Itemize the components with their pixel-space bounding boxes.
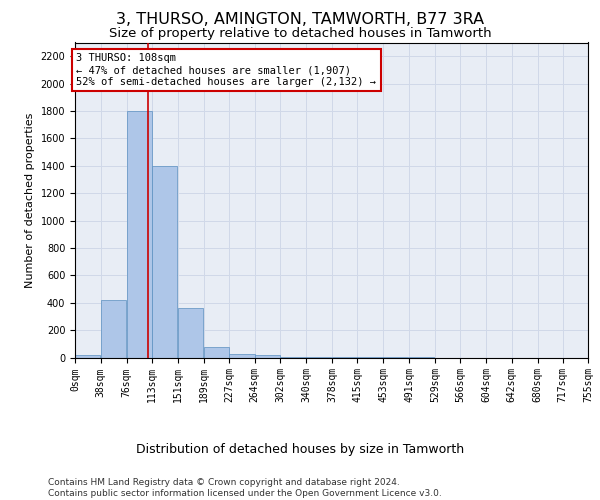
Bar <box>127 111 152 358</box>
Bar <box>307 357 331 358</box>
Bar <box>178 308 203 358</box>
Text: 3 THURSO: 108sqm
← 47% of detached houses are smaller (1,907)
52% of semi-detach: 3 THURSO: 108sqm ← 47% of detached house… <box>76 54 376 86</box>
Text: Distribution of detached houses by size in Tamworth: Distribution of detached houses by size … <box>136 442 464 456</box>
Bar <box>101 300 126 358</box>
Text: Size of property relative to detached houses in Tamworth: Size of property relative to detached ho… <box>109 28 491 40</box>
Bar <box>280 357 305 358</box>
Bar <box>152 166 177 358</box>
Bar <box>203 347 229 358</box>
Bar <box>229 354 254 358</box>
Text: 3, THURSO, AMINGTON, TAMWORTH, B77 3RA: 3, THURSO, AMINGTON, TAMWORTH, B77 3RA <box>116 12 484 28</box>
Y-axis label: Number of detached properties: Number of detached properties <box>25 112 35 288</box>
Bar <box>75 356 100 358</box>
Bar <box>254 355 280 358</box>
Text: Contains HM Land Registry data © Crown copyright and database right 2024.
Contai: Contains HM Land Registry data © Crown c… <box>48 478 442 498</box>
